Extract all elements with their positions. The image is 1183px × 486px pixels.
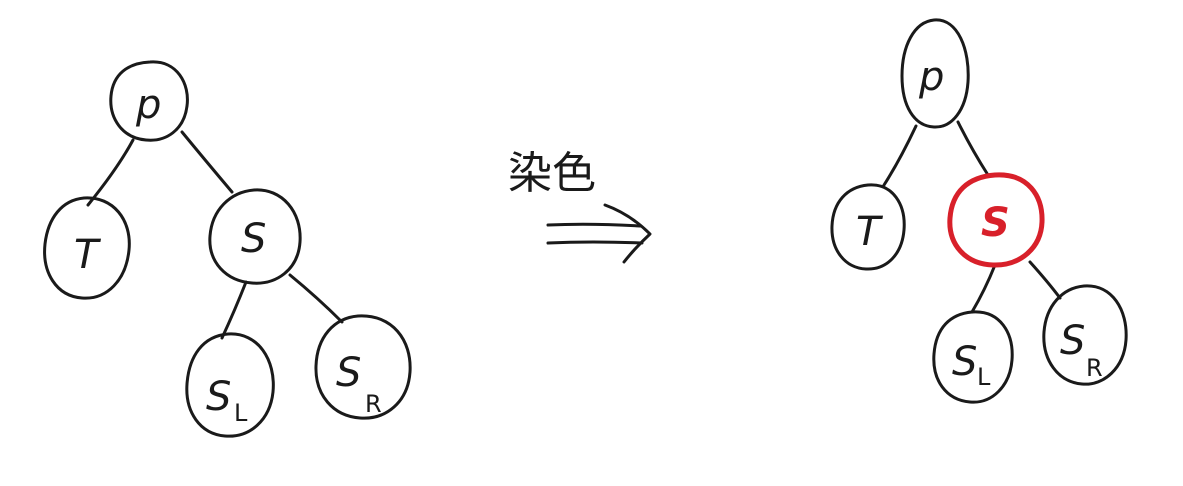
right-tree: p T S S L S R [830,18,1128,404]
edge-p-s-right [956,120,990,177]
double-arrow-icon [546,203,652,264]
node-sr-right: S R [1042,284,1128,386]
edge-s-sl-right [970,263,997,314]
node-s-right-outline [947,172,1045,268]
node-sl-right-outline [932,310,1014,404]
node-p: p [109,60,189,142]
transform-caption: 染色 [508,148,596,199]
node-sl-label: S [206,374,231,420]
node-t-label: T [74,232,102,278]
node-sl-right: S L [932,310,1014,404]
node-s-right-label: S [981,200,1010,246]
node-t-right-label: T [856,209,884,255]
node-sl-right-subscript: L [977,363,991,391]
node-s-outline [208,188,302,285]
node-sr-right-subscript: R [1086,354,1103,382]
node-t-right-outline [830,183,906,271]
edge-s-sl [220,280,248,340]
node-sr-label: S [336,350,361,396]
edge-p-s [180,130,234,194]
left-tree: p T S S L S R [43,60,412,438]
edge-p-t-right [882,124,918,187]
node-sl-subscript: L [234,399,248,427]
node-p-right: p [900,18,970,129]
node-p-outline [109,60,189,142]
node-sr: S R [314,314,412,420]
edge-s-sr-right [1028,260,1062,300]
node-sr-subscript: R [365,390,382,418]
node-s: S [208,188,302,285]
node-sr-outline [314,314,412,420]
node-sl: S L [185,332,275,438]
node-p-label: p [135,82,161,128]
node-s-right-red: S [947,172,1045,268]
transform: 染色 [508,148,652,264]
node-p-right-outline [900,18,970,129]
node-t-outline [43,196,131,300]
node-sr-right-label: S [1060,318,1085,364]
node-t: T [43,196,131,300]
node-s-label: S [241,216,266,262]
node-p-right-label: p [918,54,944,100]
node-sl-outline [185,332,275,438]
edge-p-t [86,138,135,207]
node-t-right: T [830,183,906,271]
node-sr-right-outline [1042,284,1128,386]
edge-s-sr [288,273,344,324]
node-sl-right-label: S [952,339,977,385]
